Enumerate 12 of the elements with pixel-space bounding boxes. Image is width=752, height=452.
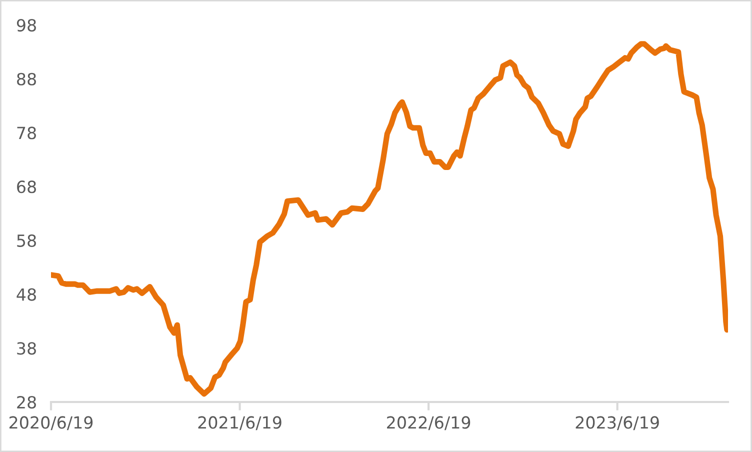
- y-tick-label: 28: [17, 396, 36, 409]
- y-tick-label: 48: [16, 288, 36, 301]
- y-tick-label: 38: [17, 342, 36, 355]
- x-tick-label: 2021/6/19: [198, 416, 282, 430]
- y-tick-label: 78: [17, 126, 36, 140]
- y-tick-label: 98: [16, 18, 36, 32]
- y-tick-label: 58: [17, 234, 36, 247]
- y-tick-label: 68: [17, 180, 36, 194]
- x-tick-label: 2023/6/19: [576, 416, 659, 430]
- y-tick-label: 88: [17, 72, 36, 86]
- x-tick-label: 2020/6/19: [9, 416, 93, 430]
- x-tick-label: 2022/6/19: [387, 416, 470, 430]
